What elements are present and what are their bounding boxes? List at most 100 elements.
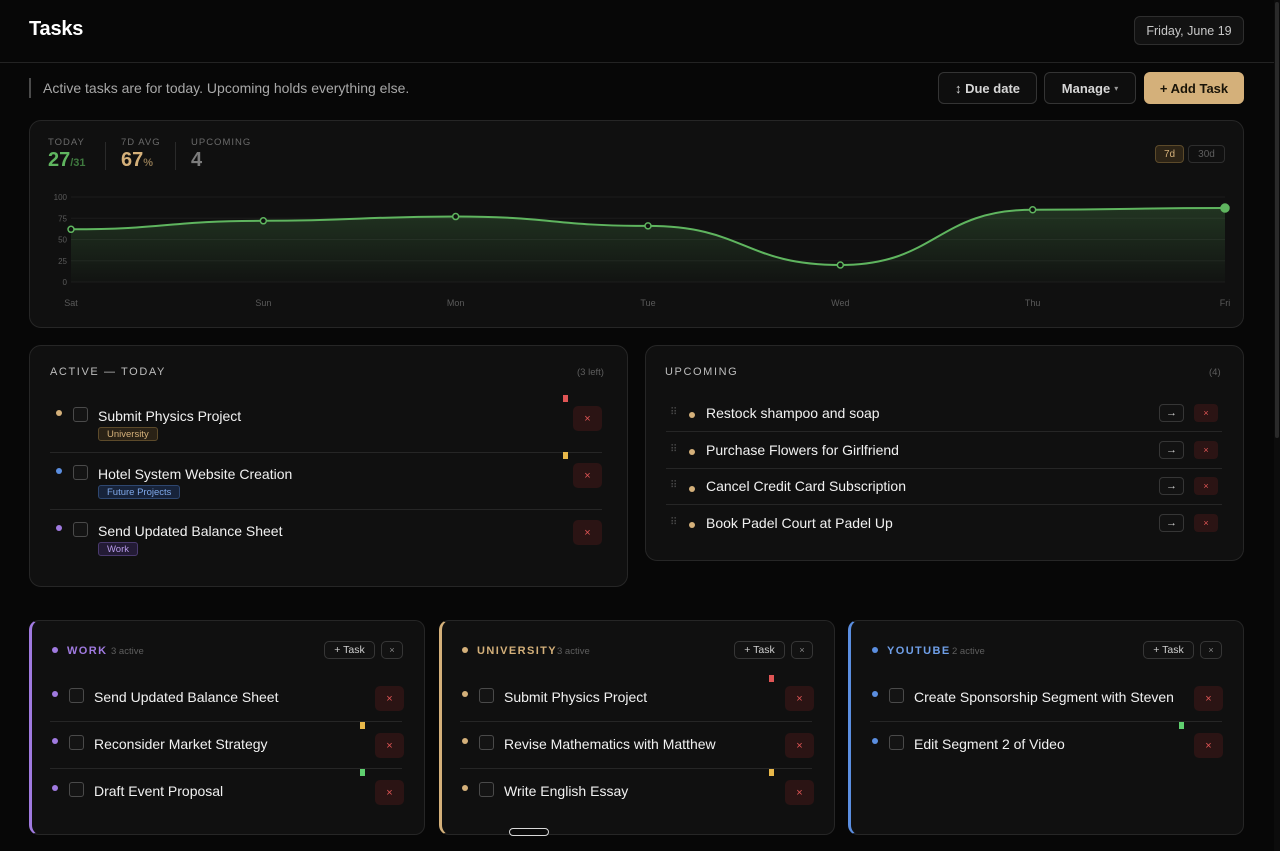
category-task-title[interactable]: Draft Event Proposal xyxy=(94,783,224,799)
y-tick-label: 0 xyxy=(63,278,68,287)
drag-pill-handle[interactable] xyxy=(509,828,549,836)
range-7d-button[interactable]: 7d xyxy=(1155,145,1184,163)
move-to-today-button[interactable]: → xyxy=(1159,514,1184,532)
chart-area-fill xyxy=(71,208,1225,282)
delete-upcoming-button[interactable]: × xyxy=(1194,441,1218,459)
task-checkbox[interactable] xyxy=(69,735,84,750)
priority-dot xyxy=(56,410,62,416)
row-divider xyxy=(50,509,602,510)
active-task-title[interactable]: Send Updated Balance Sheet xyxy=(98,523,283,539)
task-checkbox[interactable] xyxy=(889,688,904,703)
chart-point[interactable] xyxy=(259,217,268,225)
task-checkbox[interactable] xyxy=(73,465,88,480)
delete-upcoming-button[interactable]: × xyxy=(1194,477,1218,495)
move-to-today-button[interactable]: → xyxy=(1159,404,1184,422)
category-tag-future-projects: Future Projects xyxy=(98,485,181,499)
row-divider xyxy=(50,721,402,722)
task-checkbox[interactable] xyxy=(479,735,494,750)
delete-task-button[interactable]: × xyxy=(375,686,404,711)
category-task-title[interactable]: Create Sponsorship Segment with Steven xyxy=(914,689,1174,705)
category-close-button[interactable]: × xyxy=(1200,641,1222,659)
delete-task-button[interactable]: × xyxy=(785,733,814,758)
delete-task-button[interactable]: × xyxy=(785,780,814,805)
sort-due-date-button[interactable]: ↕ Due date xyxy=(938,72,1037,104)
priority-dot xyxy=(52,738,58,744)
upcoming-task-title[interactable]: Purchase Flowers for Girlfriend xyxy=(706,442,899,458)
upcoming-task-title[interactable]: Book Padel Court at Padel Up xyxy=(706,515,893,531)
row-divider xyxy=(460,768,812,769)
chart-point[interactable] xyxy=(644,222,652,230)
scrollbar[interactable] xyxy=(1274,0,1280,851)
active-task-title[interactable]: Hotel System Website Creation xyxy=(98,466,293,482)
task-checkbox[interactable] xyxy=(73,407,88,422)
stat-divider xyxy=(175,142,176,170)
category-task-title[interactable]: Submit Physics Project xyxy=(504,689,648,705)
upcoming-section-title: UPCOMING xyxy=(665,366,739,378)
stat-today: TODAY 27/31 xyxy=(48,137,86,172)
chart-point[interactable] xyxy=(451,212,460,221)
task-checkbox[interactable] xyxy=(889,735,904,750)
category-close-button[interactable]: × xyxy=(381,641,403,659)
subheader-text: Active tasks are for today. Upcoming hol… xyxy=(29,78,409,98)
range-30d-button[interactable]: 30d xyxy=(1188,145,1225,163)
chevron-down-icon: ▾ xyxy=(1114,83,1119,93)
drag-handle-icon[interactable]: ⠿ xyxy=(670,444,677,455)
delete-task-button[interactable]: × xyxy=(375,733,404,758)
flag-icon xyxy=(563,395,568,404)
stat-today-total: /31 xyxy=(70,157,86,169)
delete-task-button[interactable]: × xyxy=(785,686,814,711)
move-to-today-button[interactable]: → xyxy=(1159,441,1184,459)
x-tick-label: Sat xyxy=(64,298,78,308)
category-count: 3 active xyxy=(557,646,590,657)
category-add-task-button[interactable]: + Task xyxy=(324,641,375,659)
category-task-title[interactable]: Revise Mathematics with Matthew xyxy=(504,736,716,752)
active-task-title[interactable]: Submit Physics Project xyxy=(98,408,242,424)
chart-point[interactable] xyxy=(836,261,845,269)
category-tag-work: Work xyxy=(98,542,138,556)
task-checkbox[interactable] xyxy=(73,522,88,537)
flag-icon xyxy=(360,722,365,731)
category-task-title[interactable]: Reconsider Market Strategy xyxy=(94,736,268,752)
move-to-today-button[interactable]: → xyxy=(1159,477,1184,495)
upcoming-card xyxy=(645,345,1244,561)
priority-dot xyxy=(689,486,695,492)
task-checkbox[interactable] xyxy=(479,782,494,797)
task-checkbox[interactable] xyxy=(69,782,84,797)
delete-task-button[interactable]: × xyxy=(375,780,404,805)
category-task-title[interactable]: Send Updated Balance Sheet xyxy=(94,689,279,705)
manage-button[interactable]: Manage ▾ xyxy=(1044,72,1136,104)
task-checkbox[interactable] xyxy=(479,688,494,703)
y-tick-label: 25 xyxy=(58,257,67,266)
delete-task-button[interactable]: × xyxy=(1194,733,1223,758)
stat-upcoming: UPCOMING 4 xyxy=(191,137,251,172)
active-section-title: ACTIVE — TODAY xyxy=(50,366,166,378)
delete-upcoming-button[interactable]: × xyxy=(1194,514,1218,532)
drag-handle-icon[interactable]: ⠿ xyxy=(670,407,677,418)
category-close-button[interactable]: × xyxy=(791,641,813,659)
priority-dot xyxy=(689,449,695,455)
row-divider xyxy=(666,431,1222,432)
app-title: Tasks xyxy=(29,18,84,40)
priority-dot xyxy=(462,691,468,697)
category-task-title[interactable]: Edit Segment 2 of Video xyxy=(914,736,1065,752)
delete-task-button[interactable]: × xyxy=(573,406,602,431)
task-checkbox[interactable] xyxy=(69,688,84,703)
drag-handle-icon[interactable]: ⠿ xyxy=(670,480,677,491)
upcoming-task-title[interactable]: Cancel Credit Card Subscription xyxy=(706,478,906,494)
y-tick-label: 75 xyxy=(58,214,67,223)
upcoming-task-title[interactable]: Restock shampoo and soap xyxy=(706,405,880,421)
drag-handle-icon[interactable]: ⠿ xyxy=(670,517,677,528)
add-task-button[interactable]: + Add Task xyxy=(1144,72,1244,104)
chart-point[interactable] xyxy=(1220,203,1230,213)
chart-point[interactable] xyxy=(1028,206,1037,214)
delete-task-button[interactable]: × xyxy=(573,520,602,545)
category-add-task-button[interactable]: + Task xyxy=(1143,641,1194,659)
delete-upcoming-button[interactable]: × xyxy=(1194,404,1218,422)
chart-point[interactable] xyxy=(67,225,75,234)
delete-task-button[interactable]: × xyxy=(1194,686,1223,711)
category-add-task-button[interactable]: + Task xyxy=(734,641,785,659)
priority-dot xyxy=(56,525,62,531)
scrollbar-thumb[interactable] xyxy=(1275,2,1279,438)
delete-task-button[interactable]: × xyxy=(573,463,602,488)
category-task-title[interactable]: Write English Essay xyxy=(504,783,629,799)
